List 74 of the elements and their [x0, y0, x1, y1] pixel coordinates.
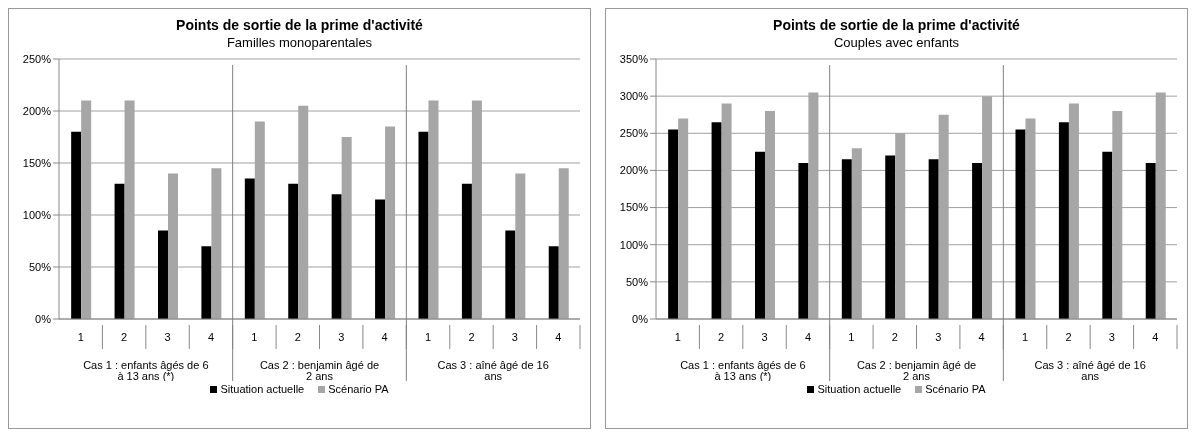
- x-tick-label: 1: [1021, 331, 1029, 343]
- x-tick-label: 1: [424, 331, 432, 343]
- bar: [288, 183, 299, 319]
- x-tick-label: 3: [935, 331, 942, 343]
- x-tick-label: 2: [891, 331, 898, 343]
- y-tick-label: 150%: [619, 201, 649, 214]
- x-tick-label: 1: [251, 331, 258, 343]
- x-tick-label: 1: [77, 331, 84, 343]
- bar: [114, 183, 125, 319]
- legend-label: Situation actuelle: [817, 383, 902, 395]
- bar: [71, 131, 82, 319]
- x-tick-label: 3: [164, 331, 171, 343]
- bar: [1145, 163, 1156, 319]
- x-tick-label: 2: [718, 331, 725, 343]
- bar: [928, 159, 939, 319]
- y-tick-label: 100%: [22, 208, 52, 221]
- bar: [548, 246, 559, 319]
- x-tick-label: 4: [555, 331, 562, 343]
- bar: [711, 122, 722, 319]
- bar: [668, 129, 679, 319]
- bar: [1015, 129, 1026, 319]
- y-tick-label: 350%: [619, 52, 649, 65]
- bar: [885, 155, 896, 319]
- y-tick-label: 250%: [22, 52, 52, 65]
- legend-label: Situation actuelle: [220, 383, 305, 395]
- legend-label: Scénario PA: [328, 383, 389, 395]
- bar: [972, 163, 983, 319]
- text: Cas 2 : benjamin âgé de 2 ans: [856, 358, 977, 382]
- bar: [461, 183, 472, 319]
- bar: [505, 230, 516, 319]
- bar: [418, 131, 429, 319]
- x-tick-label: 3: [511, 331, 518, 343]
- x-tick-label: 1: [674, 331, 681, 343]
- x-tick-label: 2: [1065, 331, 1072, 343]
- x-tick-label: 2: [121, 331, 128, 343]
- x-tick-label: 2: [468, 331, 475, 343]
- x-tick-label: 3: [761, 331, 768, 343]
- y-tick-label: 200%: [619, 164, 649, 177]
- text: Cas 2 : benjamin âgé de 2 ans: [259, 358, 380, 382]
- y-tick-label: 0%: [35, 312, 52, 325]
- x-tick-label: 4: [1152, 331, 1159, 343]
- legend-label: Scénario PA: [925, 383, 986, 395]
- bar: [375, 199, 386, 319]
- y-tick-label: 200%: [22, 104, 52, 117]
- y-tick-label: 100%: [619, 238, 649, 251]
- bar: [754, 151, 765, 319]
- bar: [244, 178, 255, 319]
- bar: [157, 230, 168, 319]
- x-tick-label: 4: [978, 331, 985, 343]
- bar: [331, 194, 342, 319]
- chart-title: Points de sortie de la prime d'activité: [772, 17, 1021, 34]
- chart-subtitle: Familles monoparentales: [225, 34, 374, 51]
- x-tick-label: 1: [848, 331, 855, 343]
- y-tick-label: 250%: [619, 127, 649, 140]
- bar: [1102, 151, 1113, 319]
- chart-title: Points de sortie de la prime d'activité: [175, 17, 424, 34]
- chart-subtitle: Couples avec enfants: [833, 34, 960, 51]
- y-tick-label: 0%: [632, 312, 649, 325]
- y-tick-label: 300%: [619, 90, 649, 103]
- bar: [1058, 122, 1069, 319]
- x-tick-label: 4: [207, 331, 215, 343]
- text: Cas 3 : aîné âgé de 16 ans: [1034, 358, 1146, 382]
- bar: [798, 163, 809, 319]
- y-tick-label: 50%: [625, 275, 649, 288]
- x-tick-label: 4: [381, 331, 388, 343]
- bar: [841, 159, 852, 319]
- x-tick-label: 3: [1108, 331, 1115, 343]
- y-tick-label: 50%: [28, 260, 52, 273]
- x-tick-label: 3: [338, 331, 345, 343]
- text: Cas 3 : aîné âgé de 16 ans: [437, 358, 549, 382]
- x-tick-label: 4: [804, 331, 812, 343]
- y-tick-label: 150%: [22, 156, 52, 169]
- x-tick-label: 2: [294, 331, 301, 343]
- bar: [201, 246, 212, 319]
